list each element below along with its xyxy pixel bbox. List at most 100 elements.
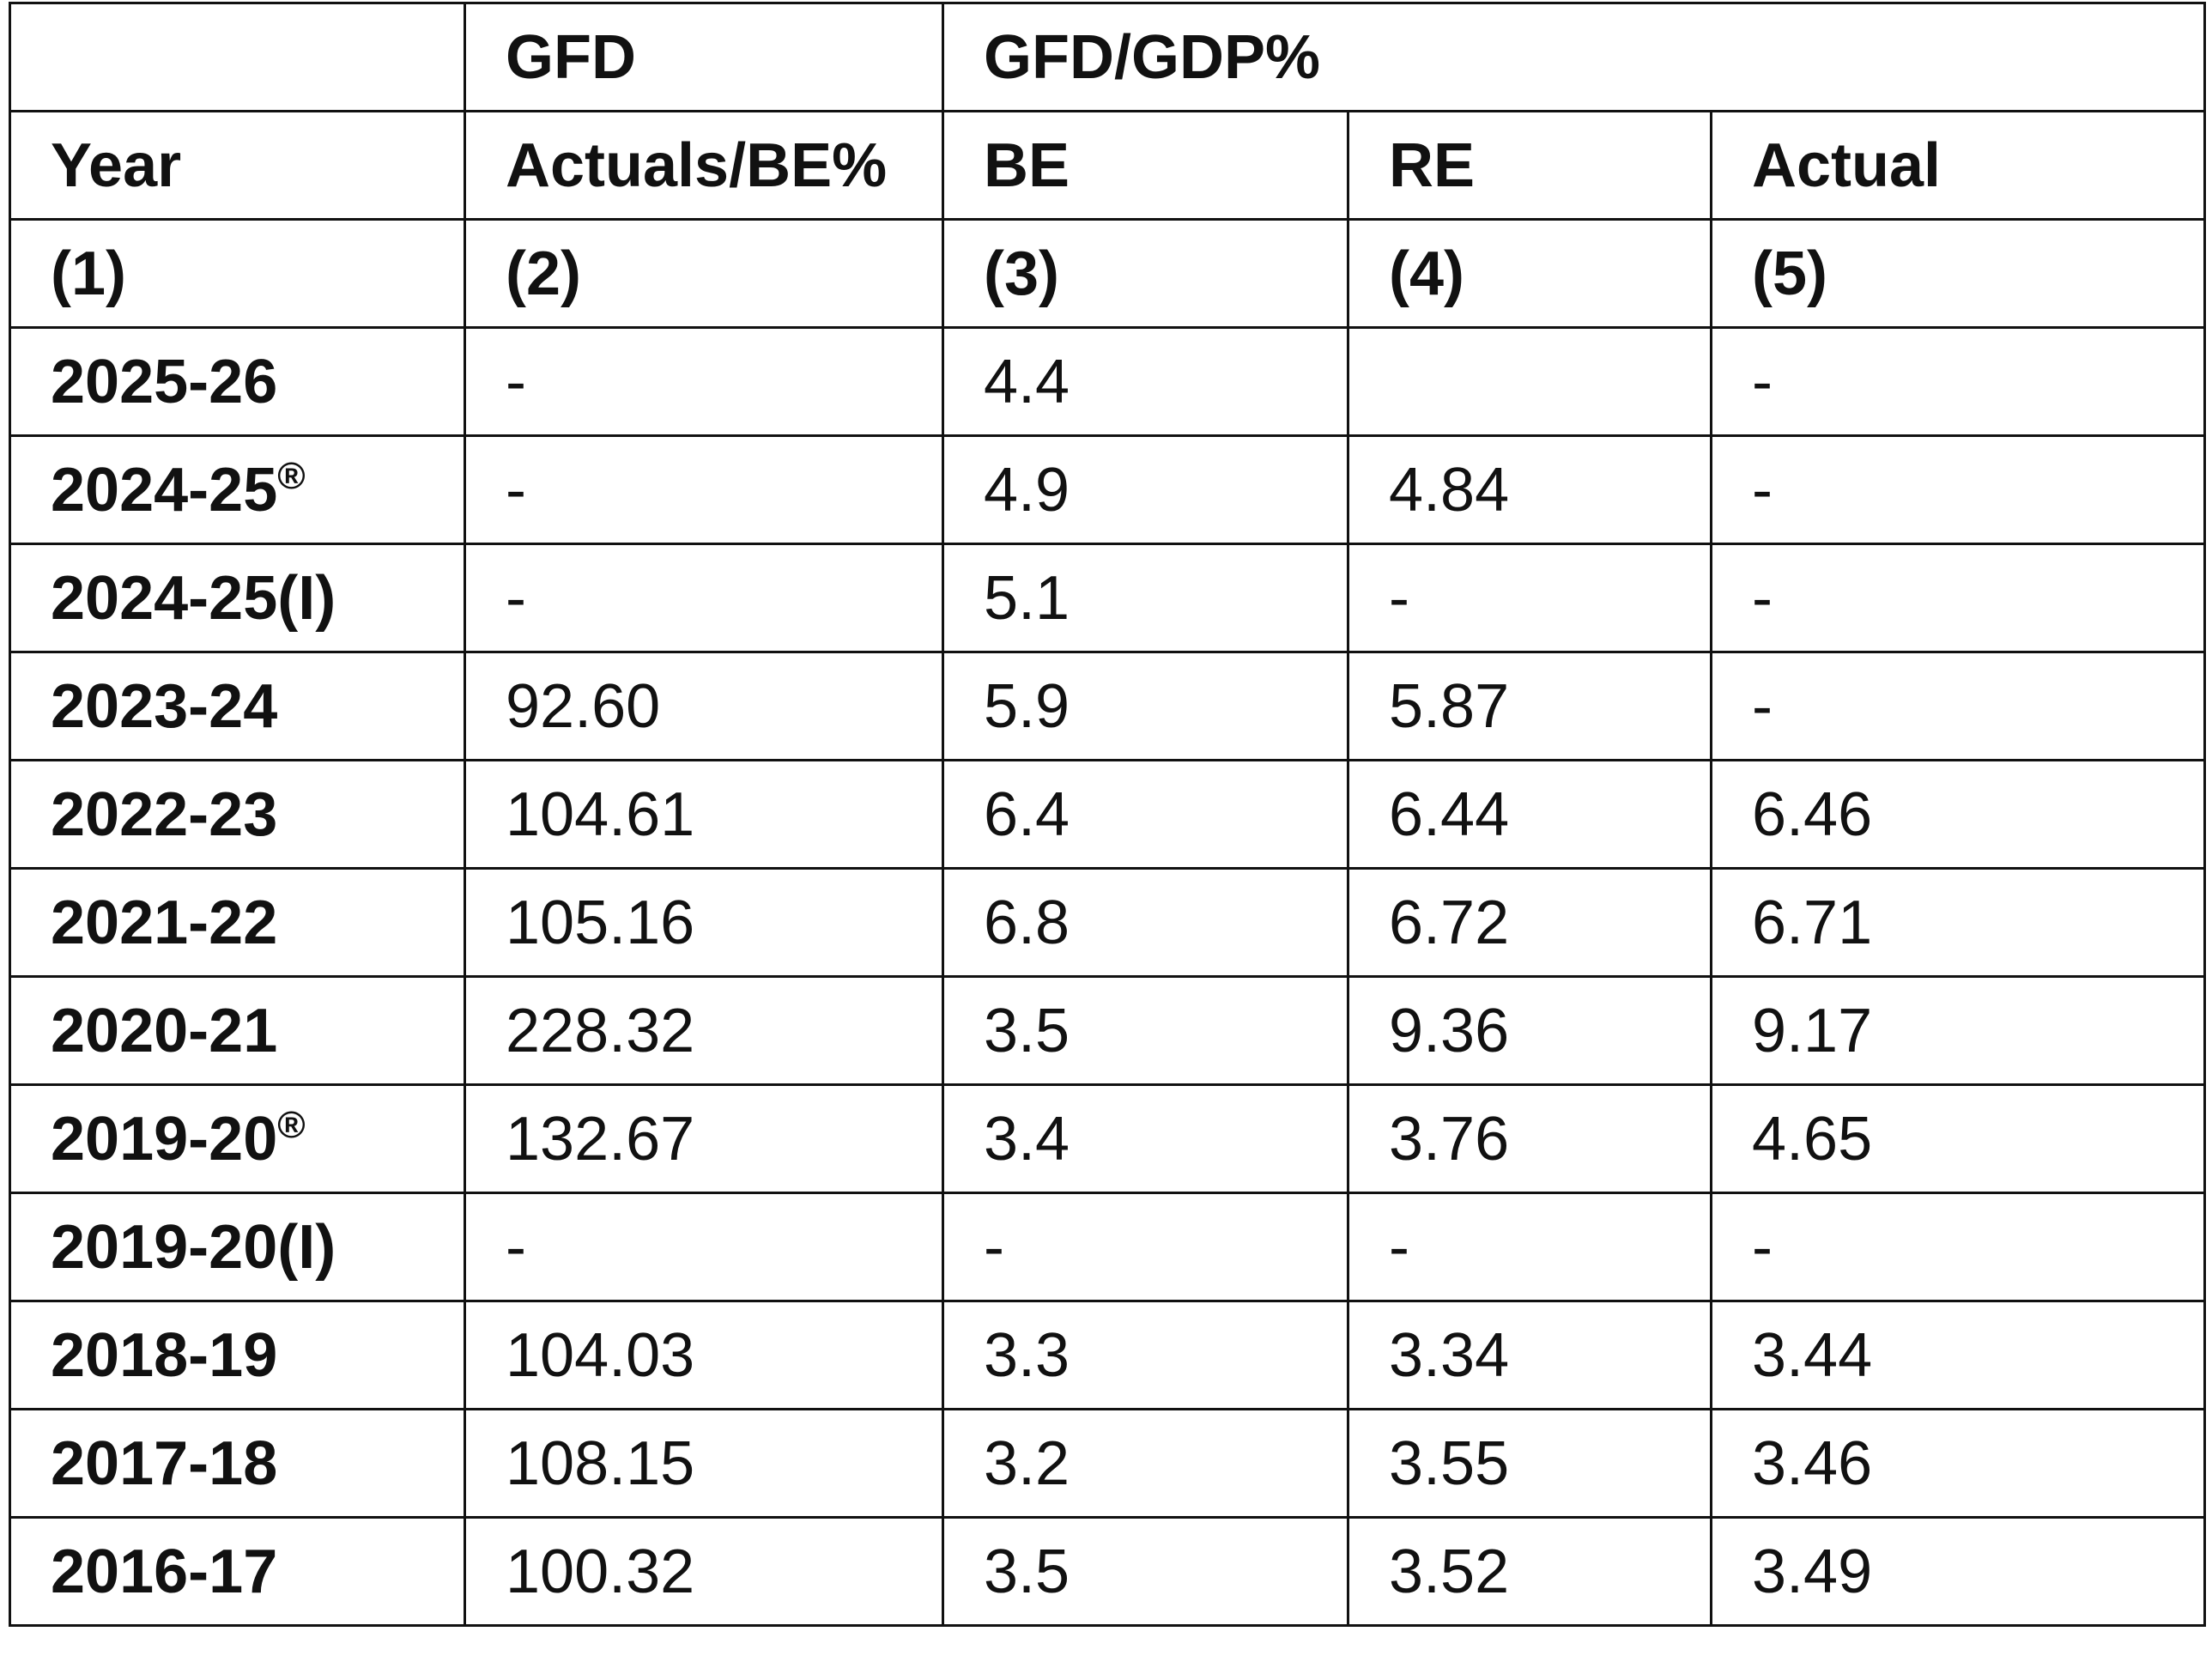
actual-cell: - [1709, 434, 2207, 545]
header-blank-cell [9, 2, 466, 112]
year-label: 2024-25(I) [51, 563, 336, 633]
year-cell: 2024-25(I) [9, 543, 466, 653]
be-cell: 4.4 [942, 326, 1349, 437]
year-label: 2021-22 [51, 888, 278, 957]
header-row-1: GFD GFD/GDP% [9, 2, 2207, 112]
be-cell: 6.8 [942, 867, 1349, 978]
header-row-2: Year Actuals/BE% BE RE Actual [9, 110, 2207, 221]
year-label: 2022-23 [51, 779, 278, 849]
table-row: 2019-20® 132.67 3.4 3.76 4.65 [9, 1083, 2207, 1194]
header-col-number-5: (5) [1709, 218, 2207, 329]
re-cell: 3.55 [1347, 1408, 1712, 1519]
year-label: 2019-20 [51, 1104, 278, 1174]
header-col-number-3: (3) [942, 218, 1349, 329]
actuals-be-cell: - [464, 326, 944, 437]
revised-mark: ® [277, 454, 306, 497]
header-be: BE [942, 110, 1349, 221]
year-label: 2019-20(I) [51, 1212, 336, 1282]
actual-cell: - [1709, 1192, 2207, 1302]
year-cell: 2017-18 [9, 1408, 466, 1519]
be-cell: 3.4 [942, 1083, 1349, 1194]
year-cell: 2025-26 [9, 326, 466, 437]
header-actual: Actual [1709, 110, 2207, 221]
gfd-table-container: GFD GFD/GDP% Year Actuals/BE% BE RE Actu… [9, 2, 2207, 1665]
be-cell: 3.5 [942, 1516, 1349, 1627]
actuals-be-cell: 92.60 [464, 651, 944, 761]
header-col-number-1: (1) [9, 218, 466, 329]
actual-cell: 4.65 [1709, 1083, 2207, 1194]
header-row-3: (1) (2) (3) (4) (5) [9, 218, 2207, 329]
be-cell: 4.9 [942, 434, 1349, 545]
table-row: 2022-23 104.61 6.4 6.44 6.46 [9, 759, 2207, 870]
re-cell: 6.44 [1347, 759, 1712, 870]
re-cell: 6.72 [1347, 867, 1712, 978]
year-cell: 2020-21 [9, 975, 466, 1086]
table-row: 2024-25® -4.9 4.84- [9, 434, 2207, 545]
actual-cell: - [1709, 326, 2207, 437]
be-cell: - [942, 1192, 1349, 1302]
year-label: 2023-24 [51, 671, 278, 741]
header-col-number-4: (4) [1347, 218, 1712, 329]
actual-cell: 3.49 [1709, 1516, 2207, 1627]
header-col-number-2: (2) [464, 218, 944, 329]
table-row: 2023-24 92.60 5.9 5.87- [9, 651, 2207, 761]
table-row: 2025-26-4.4- [9, 326, 2207, 437]
actuals-be-cell: 132.67 [464, 1083, 944, 1194]
actuals-be-cell: 228.32 [464, 975, 944, 1086]
year-cell: 2018-19 [9, 1300, 466, 1410]
actual-cell: 9.17 [1709, 975, 2207, 1086]
table-row: 2018-19 104.03 3.3 3.34 3.44 [9, 1300, 2207, 1410]
table-row: 2019-20(I) - - - - [9, 1192, 2207, 1302]
be-cell: 3.3 [942, 1300, 1349, 1410]
table-row: 2021-22 105.16 6.8 6.72 6.71 [9, 867, 2207, 978]
year-cell: 2019-20(I) [9, 1192, 466, 1302]
table-row: 2016-17 100.32 3.5 3.52 3.49 [9, 1516, 2207, 1627]
header-gfd-gdp-group: GFD/GDP% [941, 2, 2207, 112]
actuals-be-cell: - [464, 1192, 944, 1302]
actuals-be-cell: - [464, 543, 944, 653]
year-label: 2020-21 [51, 996, 278, 1065]
re-cell [1347, 326, 1712, 437]
gfd-table: GFD GFD/GDP% Year Actuals/BE% BE RE Actu… [9, 2, 2207, 1627]
re-cell: 3.76 [1347, 1083, 1712, 1194]
re-cell: - [1347, 1192, 1712, 1302]
table-row: 2024-25(I) -5.1- - [9, 543, 2207, 653]
year-label: 2018-19 [51, 1320, 278, 1390]
actual-cell: 6.71 [1709, 867, 2207, 978]
actual-cell: 6.46 [1709, 759, 2207, 870]
be-cell: 5.1 [942, 543, 1349, 653]
re-cell: 9.36 [1347, 975, 1712, 1086]
re-cell: 3.34 [1347, 1300, 1712, 1410]
header-re: RE [1347, 110, 1712, 221]
year-cell: 2024-25® [9, 434, 466, 545]
year-cell: 2021-22 [9, 867, 466, 978]
table-row: 2017-18 108.15 3.2 3.55 3.46 [9, 1408, 2207, 1519]
year-cell: 2023-24 [9, 651, 466, 761]
year-label: 2025-26 [51, 347, 278, 416]
year-cell: 2022-23 [9, 759, 466, 870]
header-actuals-be: Actuals/BE% [464, 110, 944, 221]
actual-cell: - [1709, 651, 2207, 761]
re-cell: - [1347, 543, 1712, 653]
re-cell: 3.52 [1347, 1516, 1712, 1627]
year-cell: 2019-20® [9, 1083, 466, 1194]
year-cell: 2016-17 [9, 1516, 466, 1627]
year-label: 2024-25 [51, 455, 278, 525]
year-label: 2017-18 [51, 1428, 278, 1498]
be-cell: 3.2 [942, 1408, 1349, 1519]
year-label: 2016-17 [51, 1537, 278, 1606]
be-cell: 3.5 [942, 975, 1349, 1086]
actual-cell: 3.44 [1709, 1300, 2207, 1410]
actuals-be-cell: 105.16 [464, 867, 944, 978]
revised-mark: ® [277, 1103, 306, 1146]
re-cell: 4.84 [1347, 434, 1712, 545]
actuals-be-cell: 108.15 [464, 1408, 944, 1519]
re-cell: 5.87 [1347, 651, 1712, 761]
actuals-be-cell: 104.61 [464, 759, 944, 870]
header-year: Year [9, 110, 466, 221]
be-cell: 6.4 [942, 759, 1349, 870]
actuals-be-cell: - [464, 434, 944, 545]
actual-cell: - [1709, 543, 2207, 653]
actuals-be-cell: 100.32 [464, 1516, 944, 1627]
table-row: 2020-21 228.32 3.5 9.36 9.17 [9, 975, 2207, 1086]
